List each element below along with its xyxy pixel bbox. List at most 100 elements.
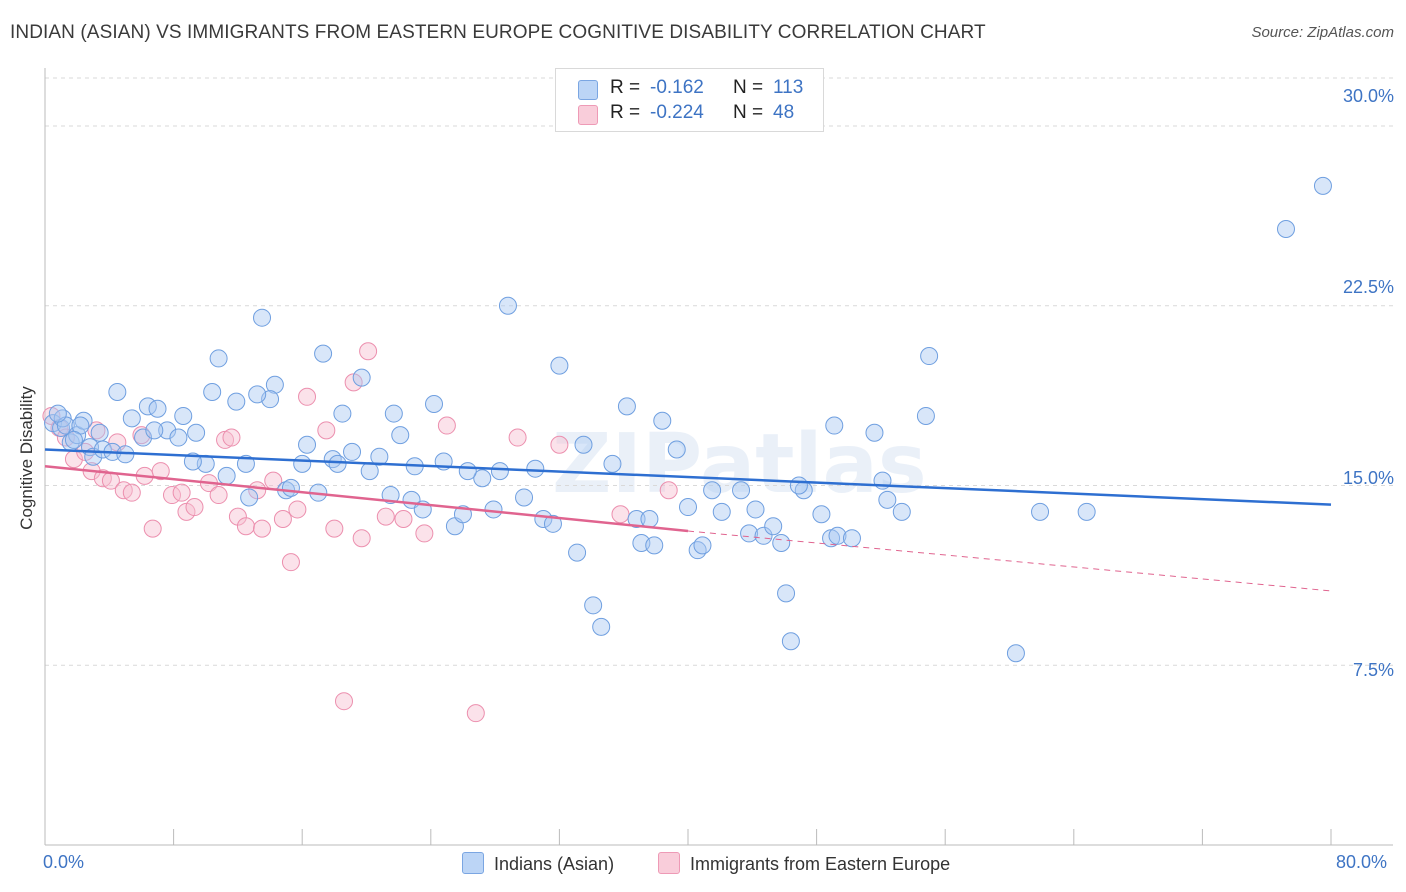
- eastern-europe-point: [298, 387, 317, 406]
- indians-point: [473, 469, 492, 488]
- indians-point: [203, 382, 222, 401]
- y-tick-label: 15.0%: [1342, 468, 1394, 488]
- indians-legend-swatch: [462, 852, 484, 874]
- indians-point: [693, 536, 712, 555]
- eastern-europe-legend-label: Immigrants from Eastern Europe: [690, 854, 951, 874]
- indians-point: [603, 454, 622, 473]
- indians-point: [667, 440, 686, 459]
- indians-point: [865, 423, 884, 442]
- indians-point: [772, 533, 791, 552]
- indians-point: [653, 411, 672, 430]
- y-tick-label: 7.5%: [1352, 660, 1394, 680]
- indians-point: [746, 500, 765, 519]
- indians-point: [584, 596, 603, 615]
- indians-point: [174, 406, 193, 425]
- indians-point: [732, 481, 751, 500]
- indians-point: [370, 447, 389, 466]
- r-label: R =: [610, 77, 641, 98]
- n-value: 48: [773, 102, 795, 123]
- eastern-europe-point: [334, 692, 353, 711]
- indians-point: [48, 404, 67, 423]
- eastern-europe-point: [273, 510, 292, 529]
- indians-point: [1077, 502, 1096, 521]
- eastern-europe-point: [394, 510, 413, 529]
- eastern-europe-point: [143, 519, 162, 538]
- eastern-europe-point: [659, 481, 678, 500]
- indians-point: [240, 488, 259, 507]
- eastern-europe-point: [317, 421, 336, 440]
- x-tick-label: 80.0%: [1336, 852, 1388, 872]
- indians-point: [574, 435, 593, 454]
- eastern-europe-point: [437, 416, 456, 435]
- eastern-europe-point: [325, 519, 344, 538]
- eastern-europe-point: [172, 483, 191, 502]
- indians-point: [281, 478, 300, 497]
- indians-point: [1031, 502, 1050, 521]
- indians-point: [515, 488, 534, 507]
- indians-point: [526, 459, 545, 478]
- eastern-europe-point: [376, 507, 395, 526]
- indians-point: [343, 442, 362, 461]
- indians-point: [916, 406, 935, 425]
- indians-point: [828, 526, 847, 545]
- y-tick-label: 22.5%: [1342, 277, 1394, 297]
- indians-point: [323, 450, 342, 469]
- eastern-europe-point: [236, 517, 255, 536]
- indians-point: [627, 510, 646, 529]
- indians-point: [108, 382, 127, 401]
- indians-point: [617, 397, 636, 416]
- indians-point: [227, 392, 246, 411]
- indians-point: [679, 498, 697, 517]
- indians-point: [425, 394, 444, 413]
- indians-point: [328, 454, 347, 473]
- indians-point: [592, 617, 611, 636]
- indians-point: [217, 466, 236, 485]
- indians-point: [52, 418, 71, 437]
- indians-point: [920, 347, 939, 366]
- bottom-legend-indians: Indians (Asian): [462, 852, 614, 875]
- eastern-europe-trend-line: [44, 465, 689, 533]
- chart-title: INDIAN (ASIAN) VS IMMIGRANTS FROM EASTER…: [10, 22, 986, 43]
- eastern-europe-point: [508, 428, 527, 447]
- eastern-europe-point: [466, 704, 485, 723]
- indians-point: [688, 541, 707, 560]
- indians-point: [645, 536, 664, 555]
- indians-point: [90, 423, 109, 442]
- eastern-europe-point: [288, 500, 307, 519]
- n-label: N =: [733, 102, 764, 123]
- x-tick-label: 0.0%: [43, 852, 85, 872]
- r-value: -0.224: [650, 102, 704, 123]
- indians-point: [253, 308, 272, 327]
- indians-point: [298, 435, 317, 454]
- indians-point: [892, 502, 911, 521]
- indians-point: [148, 399, 167, 418]
- indians-point: [391, 426, 410, 445]
- indians-point: [333, 404, 352, 423]
- indians-point: [764, 517, 783, 536]
- bottom-legend-eastern-europe: Immigrants from Eastern Europe: [658, 852, 950, 875]
- indians-point: [293, 454, 312, 473]
- indians-point: [789, 476, 808, 495]
- indians-point: [484, 500, 503, 519]
- indians-point: [712, 502, 731, 521]
- indians-trend-line: [44, 448, 1332, 506]
- r-label: R =: [610, 102, 641, 123]
- indians-legend-label: Indians (Asian): [494, 854, 615, 874]
- indians-point: [145, 421, 164, 440]
- indians-point: [825, 416, 844, 435]
- indians-point: [878, 490, 897, 509]
- eastern-europe-point: [359, 342, 378, 361]
- eastern-europe-point: [352, 529, 371, 548]
- indians-point: [703, 481, 722, 500]
- eastern-europe-point: [185, 498, 204, 517]
- indians-point: [187, 423, 206, 442]
- eastern-europe-legend-swatch: [658, 852, 680, 874]
- y-tick-label: 30.0%: [1342, 86, 1394, 106]
- indians-point: [543, 514, 562, 533]
- indians-point: [490, 462, 509, 481]
- indians-point: [236, 454, 255, 473]
- indians-point: [352, 368, 371, 387]
- watermark: ZIPatlas: [552, 417, 927, 512]
- indians-point: [740, 524, 759, 543]
